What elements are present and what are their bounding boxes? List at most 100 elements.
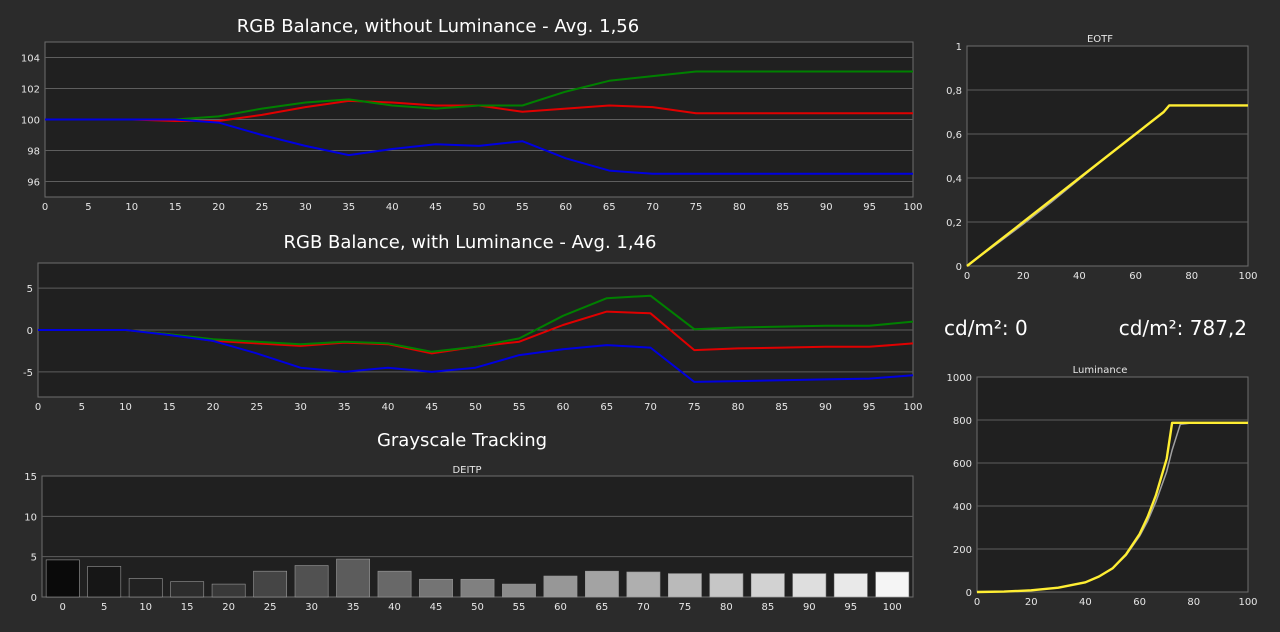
lum-x-tick-label: 40: [1079, 597, 1092, 608]
gray-x-tick-label: 40: [388, 602, 401, 613]
rgb2-series-line: [38, 294, 914, 353]
gray-bar: [792, 573, 827, 598]
rgb-balance-without-luminance-title: RGB Balance, without Luminance - Avg. 1,…: [237, 16, 639, 37]
rgb2-x-tick-label: 55: [513, 402, 526, 413]
gray-chart: 0 5 10 15 0 5 10 15 20 25 30 35 40 45 50 55 60 65 70 75 80 85…: [24, 472, 914, 613]
gray-x-tick-label: 25: [264, 602, 277, 613]
gray-x-tick-label: 45: [430, 602, 443, 613]
rgb1-x-tick-label: 50: [473, 202, 486, 213]
rgb2-x-tick-label: 20: [207, 402, 220, 413]
gray-x-tick-label: 50: [471, 602, 484, 613]
lum-plot-area: [976, 376, 1249, 593]
gray-bar: [253, 570, 288, 598]
gray-x-tick-label: 90: [803, 602, 816, 613]
gray-bar: [875, 571, 910, 598]
eotf-title: EOTF: [1087, 34, 1113, 45]
grayscale-tracking-title: Grayscale Tracking: [377, 430, 547, 451]
eotf-chart: 0 0,2 0,4 0,6 0,8 1 0 20 40 60 80 100: [946, 42, 1257, 282]
rgb1-x-tick-label: 80: [733, 202, 746, 213]
rgb1-x-tick-label: 65: [603, 202, 616, 213]
rgb1-x-tick-label: 40: [386, 202, 399, 213]
gray-x-tick-label: 60: [554, 602, 567, 613]
gray-bar: [460, 578, 495, 598]
eotf-x-tick-label: 40: [1073, 271, 1086, 282]
rgb1-x-tick-label: 75: [690, 202, 703, 213]
rgb1-x-tick-label: 25: [256, 202, 269, 213]
gray-x-tick-label: 5: [101, 602, 107, 613]
rgb2-x-tick-label: 15: [163, 402, 176, 413]
gray-bar: [709, 573, 744, 598]
grayscale-tracking-subtitle: DEITP: [452, 465, 481, 476]
gray-bar: [170, 581, 205, 598]
rgb2-x-tick-label: 60: [557, 402, 570, 413]
rgb1-y-tick-label: 102: [21, 85, 40, 96]
gray-x-tick-label: 55: [513, 602, 526, 613]
rgb-balance-with-luminance-title: RGB Balance, with Luminance - Avg. 1,46: [284, 232, 657, 253]
gray-bar: [502, 583, 536, 598]
eotf-y-tick-label: 0,2: [946, 218, 962, 229]
rgb1-chart: 96 98 100 102 104 0 5 10 15 20 25 30 35 40 45 50 55 60 65 7…: [21, 41, 923, 213]
rgb1-x-tick-label: 100: [903, 202, 922, 213]
rgb1-x-tick-label: 20: [212, 202, 225, 213]
gray-bar: [336, 558, 370, 598]
gray-x-tick-label: 35: [347, 602, 360, 613]
gray-bar: [419, 578, 453, 598]
lum-y-tick-label: 0: [966, 588, 972, 599]
gray-bar: [543, 575, 578, 598]
lum-x-tick-label: 20: [1025, 597, 1038, 608]
rgb2-x-tick-label: 65: [600, 402, 613, 413]
gray-y-tick-label: 10: [24, 512, 37, 523]
rgb1-x-tick-label: 0: [42, 202, 48, 213]
eotf-x-tick-label: 0: [964, 271, 970, 282]
rgb2-x-tick-label: 40: [382, 402, 395, 413]
rgb2-x-tick-label: 45: [425, 402, 438, 413]
rgb2-x-tick-label: 30: [294, 402, 307, 413]
gray-bar: [585, 570, 619, 598]
rgb1-x-tick-label: 55: [516, 202, 529, 213]
eotf-y-tick-label: 0,4: [946, 174, 962, 185]
eotf-y-tick-label: 0: [956, 262, 962, 273]
gray-bar: [750, 573, 785, 598]
rgb2-series-line: [38, 329, 914, 383]
gray-bar: [833, 573, 868, 598]
rgb1-x-tick-label: 95: [863, 202, 876, 213]
rgb2-x-tick-label: 100: [903, 402, 922, 413]
rgb2-x-tick-label: 25: [250, 402, 263, 413]
lum-y-tick-label: 200: [953, 545, 972, 556]
gray-bar: [45, 559, 80, 598]
lum-x-tick-label: 0: [974, 597, 980, 608]
gray-bar: [211, 583, 246, 598]
lum-y-tick-label: 800: [953, 416, 972, 427]
rgb2-x-tick-label: 80: [732, 402, 745, 413]
gray-y-tick-label: 0: [31, 593, 37, 604]
lum-series-line: [976, 421, 1248, 594]
rgb1-y-tick-label: 104: [21, 54, 40, 65]
rgb2-x-tick-label: 10: [119, 402, 132, 413]
gray-y-tick-label: 5: [31, 553, 37, 564]
lum-x-tick-label: 80: [1187, 597, 1200, 608]
rgb2-x-tick-label: 75: [688, 402, 701, 413]
gray-bar: [626, 571, 661, 598]
rgb2-x-tick-label: 5: [79, 402, 85, 413]
eotf-x-tick-label: 60: [1129, 271, 1142, 282]
eotf-x-tick-label: 100: [1238, 271, 1257, 282]
rgb1-series-line: [45, 118, 913, 175]
gray-x-tick-label: 65: [596, 602, 609, 613]
gray-x-tick-label: 70: [637, 602, 650, 613]
gray-bar: [128, 578, 163, 598]
gray-bar: [294, 565, 329, 598]
lum-y-tick-label: 600: [953, 459, 972, 470]
gray-x-tick-label: 75: [679, 602, 692, 613]
lum-y-tick-label: 1000: [947, 373, 972, 384]
luminance-title: Luminance: [1073, 365, 1128, 376]
rgb2-y-tick-label: 0: [27, 326, 33, 337]
eotf-y-tick-label: 0,6: [946, 130, 962, 141]
rgb1-x-tick-label: 15: [169, 202, 182, 213]
lum-chart: 0 200 400 600 800 1000 0 20 40 60 80 100: [947, 373, 1258, 608]
gray-x-tick-label: 85: [761, 602, 774, 613]
gray-x-tick-label: 10: [139, 602, 152, 613]
rgb1-x-tick-label: 90: [820, 202, 833, 213]
gray-x-tick-label: 15: [181, 602, 194, 613]
rgb2-y-tick-label: -5: [23, 368, 33, 379]
luminance-readout-max: cd/m²: 787,2: [1119, 316, 1247, 340]
